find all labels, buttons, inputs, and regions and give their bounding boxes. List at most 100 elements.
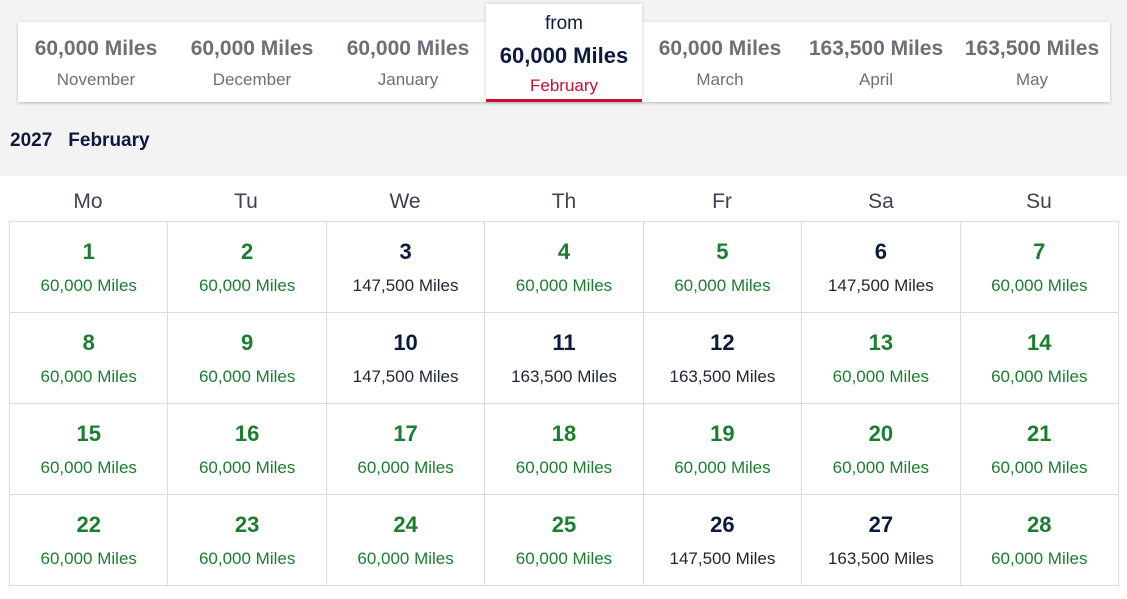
calendar-day-cell[interactable]: 7 60,000 Miles xyxy=(960,222,1119,313)
calendar-day-cell[interactable]: 13 60,000 Miles xyxy=(802,313,961,404)
calendar-day-cell[interactable]: 16 60,000 Miles xyxy=(168,404,327,495)
day-number: 4 xyxy=(557,239,571,264)
calendar-day-cell[interactable]: 25 60,000 Miles xyxy=(485,495,644,586)
day-price: 163,500 Miles xyxy=(511,367,617,386)
weekday-label-mo: Mo xyxy=(73,190,103,213)
day-price: 60,000 Miles xyxy=(832,367,930,386)
weekday-label-fr: Fr xyxy=(712,190,732,213)
calendar-day-cell[interactable]: 6 147,500 Miles xyxy=(802,222,961,313)
month-tab-january[interactable]: 60,000 Miles January xyxy=(330,22,486,102)
calendar-heading: 2027 February xyxy=(10,130,150,152)
day-number: 12 xyxy=(710,330,735,355)
calendar-month: February xyxy=(68,130,150,151)
month-tab-december[interactable]: 60,000 Miles December xyxy=(174,22,330,102)
calendar-day-cell[interactable]: 15 60,000 Miles xyxy=(10,404,169,495)
day-number: 23 xyxy=(234,512,260,537)
weekday-label-we: We xyxy=(389,190,421,213)
day-price: 60,000 Miles xyxy=(357,549,454,568)
day-price: 60,000 Miles xyxy=(515,458,613,477)
month-price: 60,000 Miles xyxy=(499,43,629,68)
day-number: 27 xyxy=(868,512,894,537)
month-price: 60,000 Miles xyxy=(190,37,314,60)
calendar-day-cell[interactable]: 4 60,000 Miles xyxy=(485,222,644,313)
calendar-day-cell[interactable]: 18 60,000 Miles xyxy=(485,404,644,495)
day-number: 14 xyxy=(1027,330,1052,355)
calendar-day-cell[interactable]: 27 163,500 Miles xyxy=(802,495,961,586)
month-name: February xyxy=(529,76,599,95)
calendar-day-cell[interactable]: 17 60,000 Miles xyxy=(326,404,486,495)
day-price: 60,000 Miles xyxy=(991,367,1088,386)
month-selector: 60,000 Miles November 60,000 Miles Decem… xyxy=(18,4,1110,102)
day-number: 26 xyxy=(710,512,735,537)
calendar-day-cell[interactable]: 19 60,000 Miles xyxy=(643,404,803,495)
day-number: 24 xyxy=(393,512,418,537)
day-price: 60,000 Miles xyxy=(991,276,1088,295)
calendar-day-cell[interactable]: 14 60,000 Miles xyxy=(960,313,1119,404)
calendar-day-cell[interactable]: 9 60,000 Miles xyxy=(168,313,327,404)
day-number: 22 xyxy=(76,512,101,537)
calendar-day-cell[interactable]: 21 60,000 Miles xyxy=(960,404,1119,495)
day-price: 60,000 Miles xyxy=(674,458,771,477)
calendar-day-cell[interactable]: 20 60,000 Miles xyxy=(802,404,961,495)
calendar-day-cell[interactable]: 12 163,500 Miles xyxy=(643,313,803,404)
day-price: 60,000 Miles xyxy=(515,549,613,568)
day-price: 60,000 Miles xyxy=(40,458,137,477)
day-number: 6 xyxy=(874,239,887,264)
calendar-day-cell[interactable]: 3 147,500 Miles xyxy=(326,222,486,313)
month-name: January xyxy=(377,70,439,89)
day-price: 60,000 Miles xyxy=(198,276,296,295)
day-price: 147,500 Miles xyxy=(827,276,934,295)
month-tab-may[interactable]: 163,500 Miles May xyxy=(954,22,1110,102)
month-price: 60,000 Miles xyxy=(658,37,782,60)
month-name: May xyxy=(1015,70,1049,89)
weekday-label-tu: Tu xyxy=(234,190,258,213)
day-price: 60,000 Miles xyxy=(40,367,137,386)
weekday-label-th: Th xyxy=(551,190,577,213)
day-number: 7 xyxy=(1033,239,1046,264)
calendar-day-cell[interactable]: 23 60,000 Miles xyxy=(168,495,327,586)
day-price: 147,500 Miles xyxy=(352,276,459,295)
calendar-day-cell[interactable]: 24 60,000 Miles xyxy=(326,495,486,586)
day-number: 9 xyxy=(241,330,254,355)
day-number: 3 xyxy=(399,239,412,264)
month-tab-february[interactable]: from 60,000 Miles February xyxy=(486,4,642,102)
day-price: 60,000 Miles xyxy=(357,458,454,477)
weekday-label-su: Su xyxy=(1026,190,1052,213)
month-name: March xyxy=(696,70,744,89)
day-number: 21 xyxy=(1027,421,1052,446)
calendar-day-cell[interactable]: 22 60,000 Miles xyxy=(10,495,169,586)
day-price: 60,000 Miles xyxy=(198,549,296,568)
day-number: 28 xyxy=(1027,512,1052,537)
month-name: December xyxy=(212,70,292,89)
month-tab-november[interactable]: 60,000 Miles November xyxy=(18,22,174,102)
calendar-day-cell[interactable]: 11 163,500 Miles xyxy=(485,313,644,404)
month-name: November xyxy=(56,70,136,89)
day-number: 13 xyxy=(868,330,894,355)
month-price: 163,500 Miles xyxy=(808,37,944,60)
calendar-day-cell[interactable]: 5 60,000 Miles xyxy=(643,222,803,313)
day-price: 163,500 Miles xyxy=(669,367,776,386)
day-price: 60,000 Miles xyxy=(674,276,771,295)
calendar-day-cell[interactable]: 26 147,500 Miles xyxy=(643,495,803,586)
calendar-day-cell[interactable]: 10 147,500 Miles xyxy=(326,313,486,404)
day-number: 17 xyxy=(393,421,418,446)
weekday-label-sa: Sa xyxy=(868,190,894,213)
month-tab-march[interactable]: 60,000 Miles March xyxy=(642,22,798,102)
month-name: April xyxy=(858,70,893,89)
month-tab-april[interactable]: 163,500 Miles April xyxy=(798,22,954,102)
calendar-day-cell[interactable]: 1 60,000 Miles xyxy=(10,222,169,313)
day-number: 16 xyxy=(234,421,260,446)
month-price: 60,000 Miles xyxy=(34,37,158,60)
day-number: 2 xyxy=(241,239,254,264)
calendar-day-cell[interactable]: 2 60,000 Miles xyxy=(168,222,327,313)
day-price: 60,000 Miles xyxy=(40,549,137,568)
day-price: 60,000 Miles xyxy=(991,458,1088,477)
calendar-year: 2027 xyxy=(10,130,53,151)
month-price: 163,500 Miles xyxy=(964,37,1100,60)
calendar-grid: 1 60,000 Miles 2 60,000 Miles 3 147,500 Miles… xyxy=(9,221,1119,586)
from-label: from xyxy=(545,13,583,34)
calendar-day-cell[interactable]: 28 60,000 Miles xyxy=(960,495,1119,586)
calendar-day-cell[interactable]: 8 60,000 Miles xyxy=(10,313,169,404)
day-price: 60,000 Miles xyxy=(40,276,137,295)
day-number: 18 xyxy=(551,421,577,446)
